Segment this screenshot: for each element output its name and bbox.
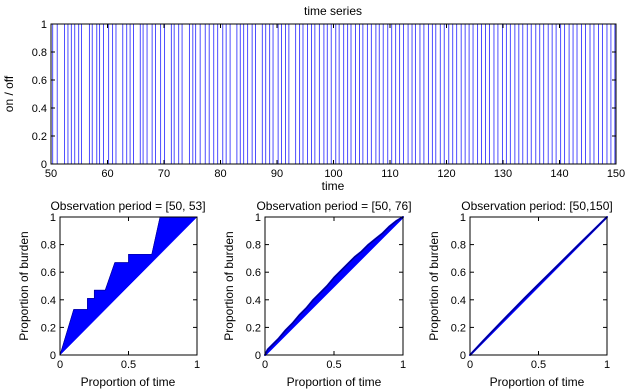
y-tick-label: 1 — [460, 212, 466, 224]
x-tick-label: 80 — [214, 168, 226, 180]
y-tick-label: 0.4 — [246, 295, 261, 307]
x-tick-label: 90 — [271, 168, 283, 180]
lorenz-panel-2: Observation period = [50, 76] 0 0.5 100.20… — [222, 199, 412, 389]
y-tick-label: 0.4 — [41, 295, 56, 307]
chart-title: Observation period: [50,150] — [461, 199, 612, 213]
y-tick-label: 0.2 — [41, 322, 56, 334]
x-tick-label: 130 — [494, 168, 512, 180]
y-tick-label: 0.6 — [32, 75, 47, 87]
y-tick-label: 0 — [50, 350, 56, 362]
y-tick-label: 0.4 — [451, 295, 466, 307]
y-axis-label: Proportion of burden — [427, 231, 441, 340]
y-tick-label: 0.8 — [246, 240, 261, 252]
x-tick-label: 0.5 — [326, 359, 341, 371]
y-tick-label: 0 — [460, 350, 466, 362]
burden-curve — [469, 216, 608, 356]
y-tick-label: 0.8 — [451, 240, 466, 252]
area-fill — [59, 216, 198, 356]
y-tick-label: 1 — [50, 212, 56, 224]
axes: 0 0.5 1 0 0.2 0.4 0.6 0.8 1 — [41, 212, 200, 371]
y-tick-label: 0.8 — [32, 47, 47, 59]
x-tick-label: 140 — [550, 168, 568, 180]
x-axis-label: Proportion of time — [81, 375, 176, 389]
x-axis-label: Proportion of time — [287, 375, 382, 389]
x-axis-label: Proportion of time — [490, 375, 585, 389]
axes: 0 0.5 1 0 0.2 0.4 0.6 0.8 1 — [451, 212, 610, 371]
y-axis-label: on / off — [2, 75, 16, 112]
lorenz-panel-3: Observation period: [50,150] 0 0.5 1 0 0.2 0.… — [427, 199, 613, 389]
y-tick-label: 0.8 — [41, 240, 56, 252]
x-tick-label: 0 — [57, 359, 63, 371]
x-tick-label: 1 — [400, 359, 406, 371]
burden-curve — [59, 216, 197, 356]
burden-curve — [264, 216, 404, 356]
chart-title: time series — [304, 4, 362, 18]
y-tick-label: 0 — [255, 350, 261, 362]
chart-title: Observation period = [50, 76] — [256, 199, 411, 213]
x-tick-label: 70 — [158, 168, 170, 180]
x-tick-label: 1 — [604, 359, 610, 371]
x-tick-label: 50 — [45, 168, 57, 180]
y-tick-label: 0.2 — [246, 322, 261, 334]
time-series-panel: time series 50 60 70 80 90 100 110 120 130 140 150… — [2, 4, 625, 193]
axes: 0 0.5 1 0 0.2 0.4 0.6 0.8 1 — [246, 212, 406, 371]
x-tick-label: 100 — [324, 168, 342, 180]
area-fill — [264, 216, 404, 356]
y-tick-label: 0.6 — [246, 267, 261, 279]
y-tick-label: 0.4 — [32, 103, 47, 115]
x-axis-label: time — [322, 179, 345, 193]
spike-train — [51, 24, 616, 165]
x-tick-label: 60 — [101, 168, 113, 180]
x-tick-label: 120 — [437, 168, 455, 180]
y-axis-label: Proportion of burden — [222, 231, 236, 340]
x-tick-label: 110 — [381, 168, 399, 180]
lorenz-panel-1: Observation period = [50, 53] 0 0.5 100.20… — [17, 199, 206, 389]
burden-area — [59, 216, 198, 356]
y-axis-label: Proportion of burden — [17, 231, 31, 340]
x-tick-label: 1 — [194, 359, 200, 371]
axes: 50 60 70 80 90 100 110 120 130 140 150 0 0.2 0.4 0.6 0.… — [32, 19, 625, 180]
y-tick-label: 0.6 — [41, 267, 56, 279]
x-tick-label: 150 — [607, 168, 625, 180]
chart-title: Observation period = [50, 53] — [50, 199, 205, 213]
burden-area — [264, 216, 404, 356]
x-tick-label: 0.5 — [121, 359, 136, 371]
y-tick-label: 0.6 — [451, 267, 466, 279]
x-tick-label: 0 — [262, 359, 268, 371]
x-tick-label: 0.5 — [531, 359, 546, 371]
y-tick-label: 0.2 — [32, 131, 47, 143]
y-tick-label: 1 — [255, 212, 261, 224]
x-tick-label: 0 — [467, 359, 473, 371]
y-tick-label: 0 — [41, 159, 47, 171]
y-tick-label: 1 — [41, 19, 47, 31]
y-tick-label: 0.2 — [451, 322, 466, 334]
area-fill — [469, 216, 608, 356]
